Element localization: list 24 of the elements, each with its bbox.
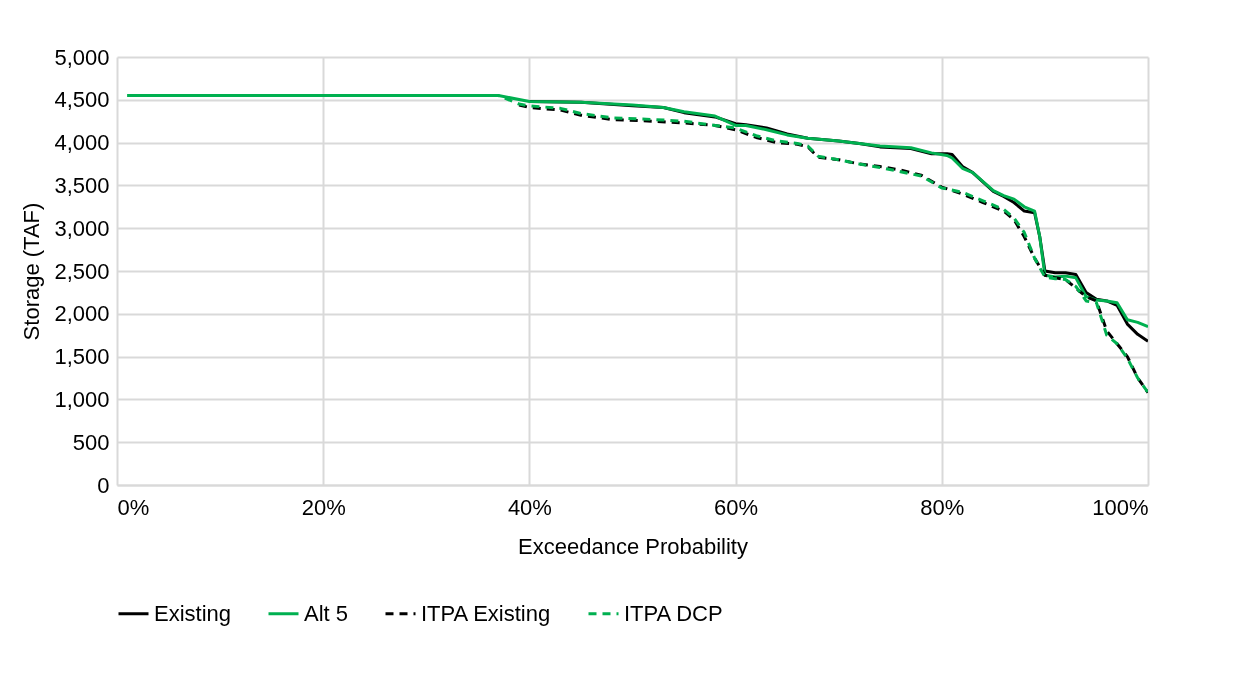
y-tick-label: 3,500 xyxy=(54,172,110,198)
y-tick-label: 4,000 xyxy=(54,130,110,156)
x-tick-label: 20% xyxy=(301,494,346,520)
legend-label: Existing xyxy=(154,600,232,626)
x-tick-label: 100% xyxy=(1092,494,1149,520)
y-tick-label: 0 xyxy=(97,472,110,498)
y-tick-label: 1,000 xyxy=(54,386,110,412)
legend-label: Alt 5 xyxy=(304,600,349,626)
y-axis-title: Storage (TAF) xyxy=(19,202,45,341)
x-tick-label: 40% xyxy=(507,494,552,520)
y-tick-label: 4,500 xyxy=(54,87,110,113)
y-tick-label: 500 xyxy=(72,429,110,455)
y-tick-label: 2,000 xyxy=(54,301,110,327)
legend-label: ITPA DCP xyxy=(624,600,723,626)
y-tick-label: 3,000 xyxy=(54,215,110,241)
y-tick-label: 1,500 xyxy=(54,344,110,370)
line-series xyxy=(517,103,1148,395)
y-tick-label: 5,000 xyxy=(54,44,110,70)
x-tick-label: 60% xyxy=(714,494,759,520)
x-tick-label: 80% xyxy=(920,494,965,520)
y-tick-label: 2,500 xyxy=(54,258,110,284)
x-axis-title: Exceedance Probability xyxy=(518,533,748,559)
legend-label: ITPA Existing xyxy=(421,600,551,626)
x-tick-label: 0% xyxy=(117,494,150,520)
